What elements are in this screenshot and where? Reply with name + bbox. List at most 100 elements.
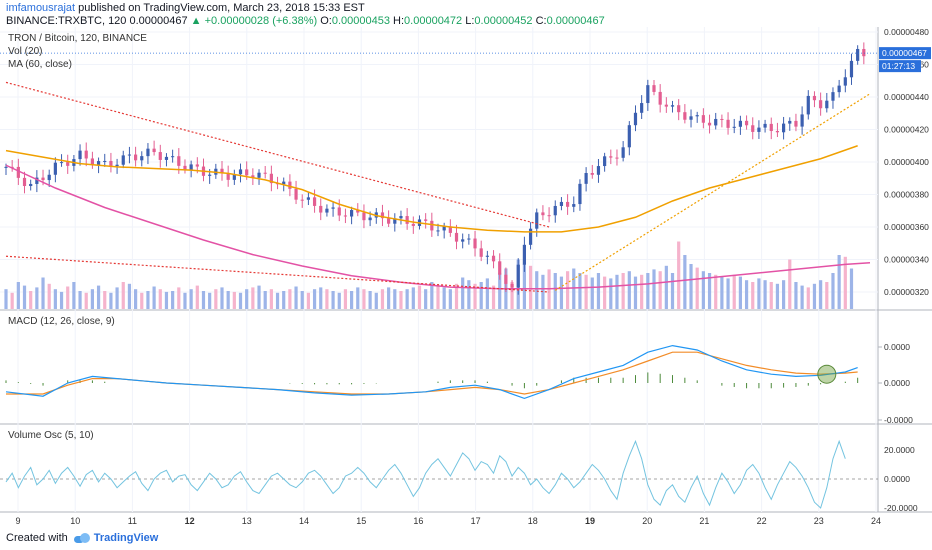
volume-bar xyxy=(337,292,341,309)
candle-body xyxy=(572,204,576,207)
candle-body xyxy=(387,218,391,224)
candle-body xyxy=(442,226,446,231)
tradingview-logo[interactable]: TradingView xyxy=(73,532,159,544)
candle-body xyxy=(368,217,372,221)
macd-title: MACD (12, 26, close, 9) xyxy=(8,316,115,327)
volume-bar xyxy=(164,291,169,309)
candle-body xyxy=(325,208,329,213)
candle-body xyxy=(294,188,298,200)
legend-vol: Vol (20) xyxy=(8,46,43,57)
volume-bar xyxy=(10,292,14,309)
candle-body xyxy=(491,255,496,262)
candle-body xyxy=(621,147,625,158)
volume-bar xyxy=(380,289,385,309)
high-value: 0.00000472 xyxy=(404,15,463,27)
candle-body xyxy=(763,123,767,128)
candle-body xyxy=(282,181,286,185)
candle-body xyxy=(757,127,761,132)
volume-bar xyxy=(849,268,854,309)
osc-tick-label: -20.0000 xyxy=(884,503,918,513)
volume-bar xyxy=(368,291,372,309)
volume-bar xyxy=(282,291,286,309)
candle-body xyxy=(171,156,175,158)
created-with-text: Created with xyxy=(6,532,68,544)
candle-body xyxy=(66,162,70,166)
brand-text: TradingView xyxy=(93,532,159,544)
candle-body xyxy=(226,173,230,180)
candle-body xyxy=(849,60,854,78)
volume-bar xyxy=(788,259,792,309)
volume-bar xyxy=(294,286,298,309)
ma-line xyxy=(5,145,858,233)
volume-bar xyxy=(387,287,391,309)
volume-bar xyxy=(350,291,354,309)
volume-bar xyxy=(269,289,273,309)
candle-body xyxy=(707,122,712,126)
axis-panel xyxy=(878,27,932,530)
price-tick-label: 0.00000360 xyxy=(884,222,929,232)
candle-body xyxy=(559,201,564,206)
x-tick-label: 23 xyxy=(814,516,824,526)
candle-body xyxy=(405,216,409,224)
x-tick-label: 13 xyxy=(242,516,252,526)
volume-bar xyxy=(257,285,261,309)
author-link[interactable]: imfamousrajat xyxy=(6,2,76,14)
candle-body xyxy=(535,212,539,229)
candle-body xyxy=(714,118,718,126)
volume-bar xyxy=(442,287,446,309)
volume-bar xyxy=(837,255,841,309)
candle-body xyxy=(837,85,841,93)
candle-body xyxy=(843,77,847,86)
candle-body xyxy=(528,228,533,245)
volume-bar xyxy=(695,267,699,309)
x-tick-label: 10 xyxy=(70,516,80,526)
candle-body xyxy=(769,123,773,132)
candle-body xyxy=(424,219,428,221)
volume-bar xyxy=(812,283,817,309)
candle-body xyxy=(800,114,804,127)
candle-body xyxy=(479,248,483,257)
volume-bar xyxy=(35,287,39,309)
volume-bar xyxy=(726,278,730,309)
volume-bar xyxy=(146,291,150,309)
candle-body xyxy=(498,261,502,275)
volume-bar xyxy=(794,282,798,309)
volume-bar xyxy=(53,289,57,309)
volume-bar xyxy=(800,285,804,309)
volume-bar xyxy=(41,277,45,309)
candle-body xyxy=(825,100,829,109)
candle-body xyxy=(269,173,273,184)
candle-body xyxy=(461,239,465,242)
volume-bar xyxy=(763,280,767,309)
candle-body xyxy=(603,156,607,167)
x-tick-label: 11 xyxy=(128,516,137,526)
candle-body xyxy=(208,174,212,176)
volume-bar xyxy=(275,292,280,309)
candle-body xyxy=(596,166,601,175)
x-tick-label: 21 xyxy=(699,516,709,526)
candle-body xyxy=(146,148,150,157)
volume-bar xyxy=(214,289,218,309)
volume-bar xyxy=(652,269,656,309)
volume-bar xyxy=(195,285,199,309)
volume-bar xyxy=(121,282,125,309)
lower-curve-line xyxy=(5,164,871,290)
volume-bar xyxy=(510,282,514,309)
candle-body xyxy=(473,238,477,249)
volume-bar xyxy=(627,271,631,309)
chart-canvas[interactable]: 9 10 11 12 13 14 15 16 17 18 19 20 21 22 23 24 0.0000048… xyxy=(0,27,932,530)
volume-bar xyxy=(201,291,206,309)
macd-signal-line xyxy=(6,351,858,395)
volume-bar xyxy=(362,289,366,309)
candle-body xyxy=(245,169,249,176)
footer: Created with TradingView xyxy=(6,532,158,544)
volume-bar xyxy=(751,282,755,309)
candle-body xyxy=(689,116,693,120)
change-arrow-icon: ▲ xyxy=(190,15,202,27)
macd-tick-label: -0.0000 xyxy=(884,415,913,425)
x-tick-label: 15 xyxy=(356,516,366,526)
candle-body xyxy=(331,207,335,209)
volume-bar xyxy=(393,289,397,309)
volume-bar xyxy=(109,292,113,309)
volume-bar xyxy=(208,292,212,309)
